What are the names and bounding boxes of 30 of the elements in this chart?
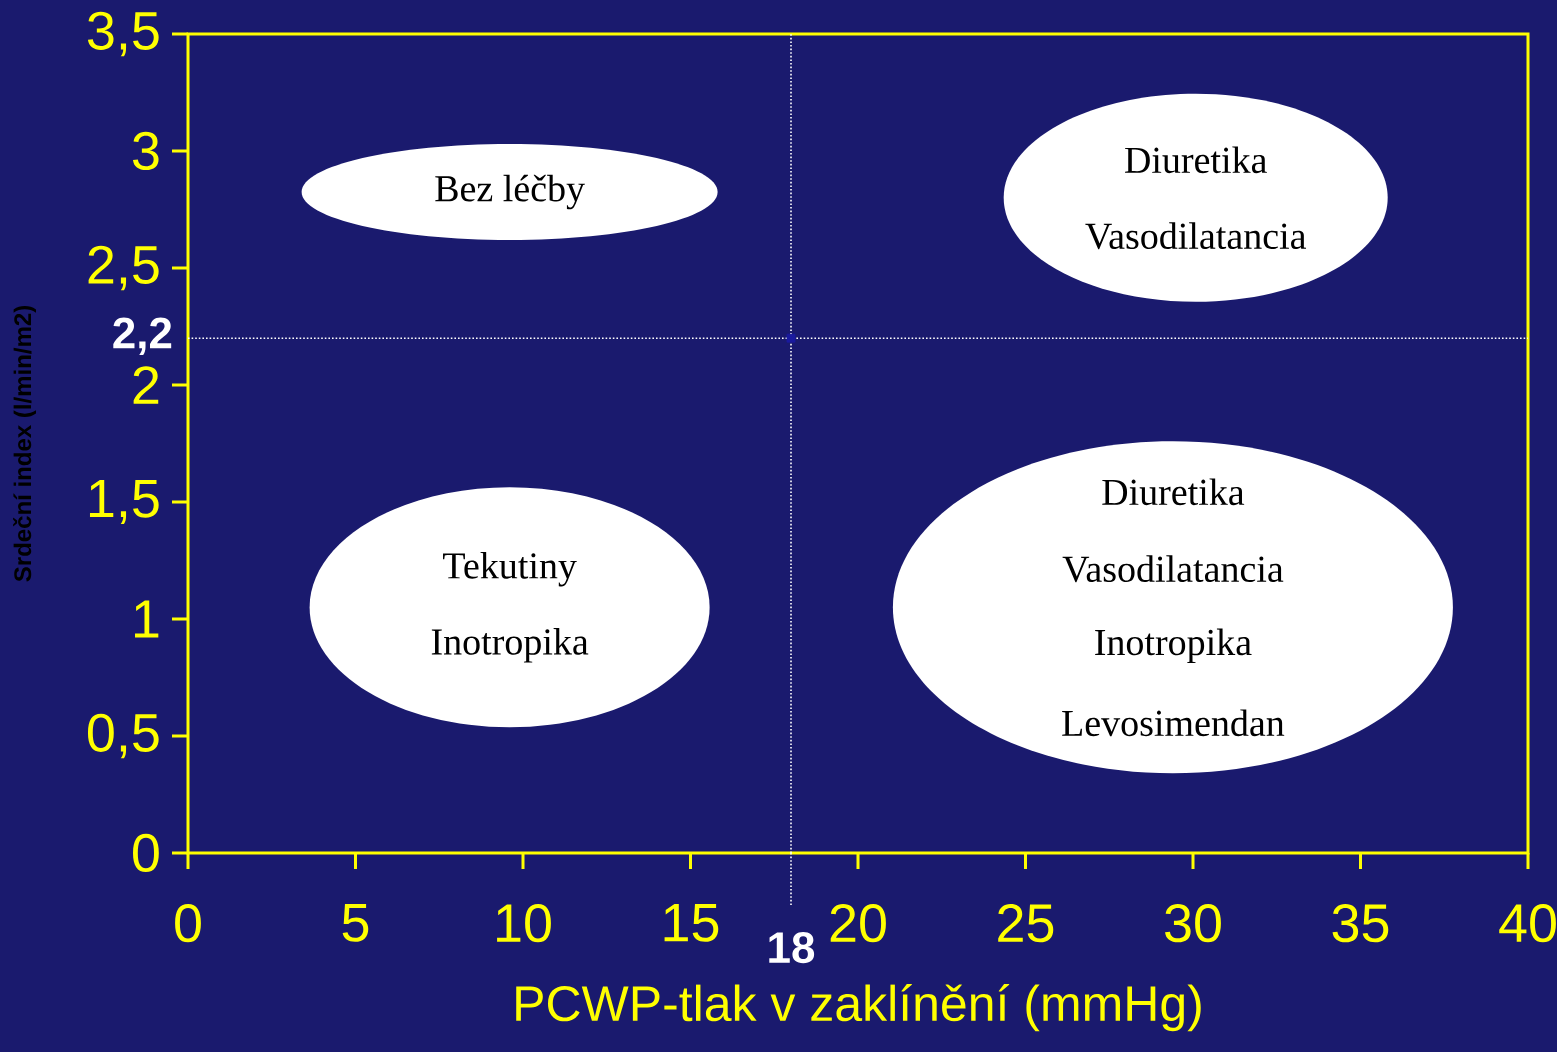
ref-line-label: 18 xyxy=(769,932,815,964)
annotation: Vasodilatancia xyxy=(1085,222,1307,250)
x-tick-label: 25 xyxy=(998,904,1054,943)
y-tick-label: 2,5 xyxy=(88,245,159,291)
x-tick-label: 20 xyxy=(830,904,886,943)
y-tick-label: 0 xyxy=(133,833,159,873)
annotation: Vasodilatancia xyxy=(1062,555,1284,583)
x-tick-label: 5 xyxy=(342,904,369,942)
x-tick-label: 0 xyxy=(175,904,201,943)
y-tick-label: 1 xyxy=(135,600,159,638)
y-tick-label: 0,5 xyxy=(87,713,159,759)
y-axis-title: Srdeční index (l/min/m2) xyxy=(13,305,36,582)
annotation: Bez léčby xyxy=(435,174,585,210)
y-tick-label: 3,5 xyxy=(87,11,159,57)
annotation: Diuretika xyxy=(1125,146,1267,174)
x-tick-label: 40 xyxy=(1499,904,1556,943)
y-tick-label: 1,5 xyxy=(89,479,159,525)
annotation: Diuretika xyxy=(1102,478,1245,506)
x-tick-label: 10 xyxy=(497,904,551,943)
y-tick-label: 3 xyxy=(132,131,159,171)
annotation: Inotropika xyxy=(1095,628,1252,664)
x-tick-label: 30 xyxy=(1165,904,1221,943)
x-tick-label: 15 xyxy=(664,904,719,942)
annotation: Inotropika xyxy=(431,628,589,663)
ref-line-label: 2,2 xyxy=(113,317,172,355)
x-axis-title: PCWP-tlak v zaklínění (mmHg) xyxy=(516,984,1201,1032)
annotation: Tekutiny xyxy=(443,552,577,587)
x-tick-label: 35 xyxy=(1332,904,1389,943)
annotation: Levosimendan xyxy=(1062,709,1285,737)
y-tick-label: 2 xyxy=(133,366,159,404)
